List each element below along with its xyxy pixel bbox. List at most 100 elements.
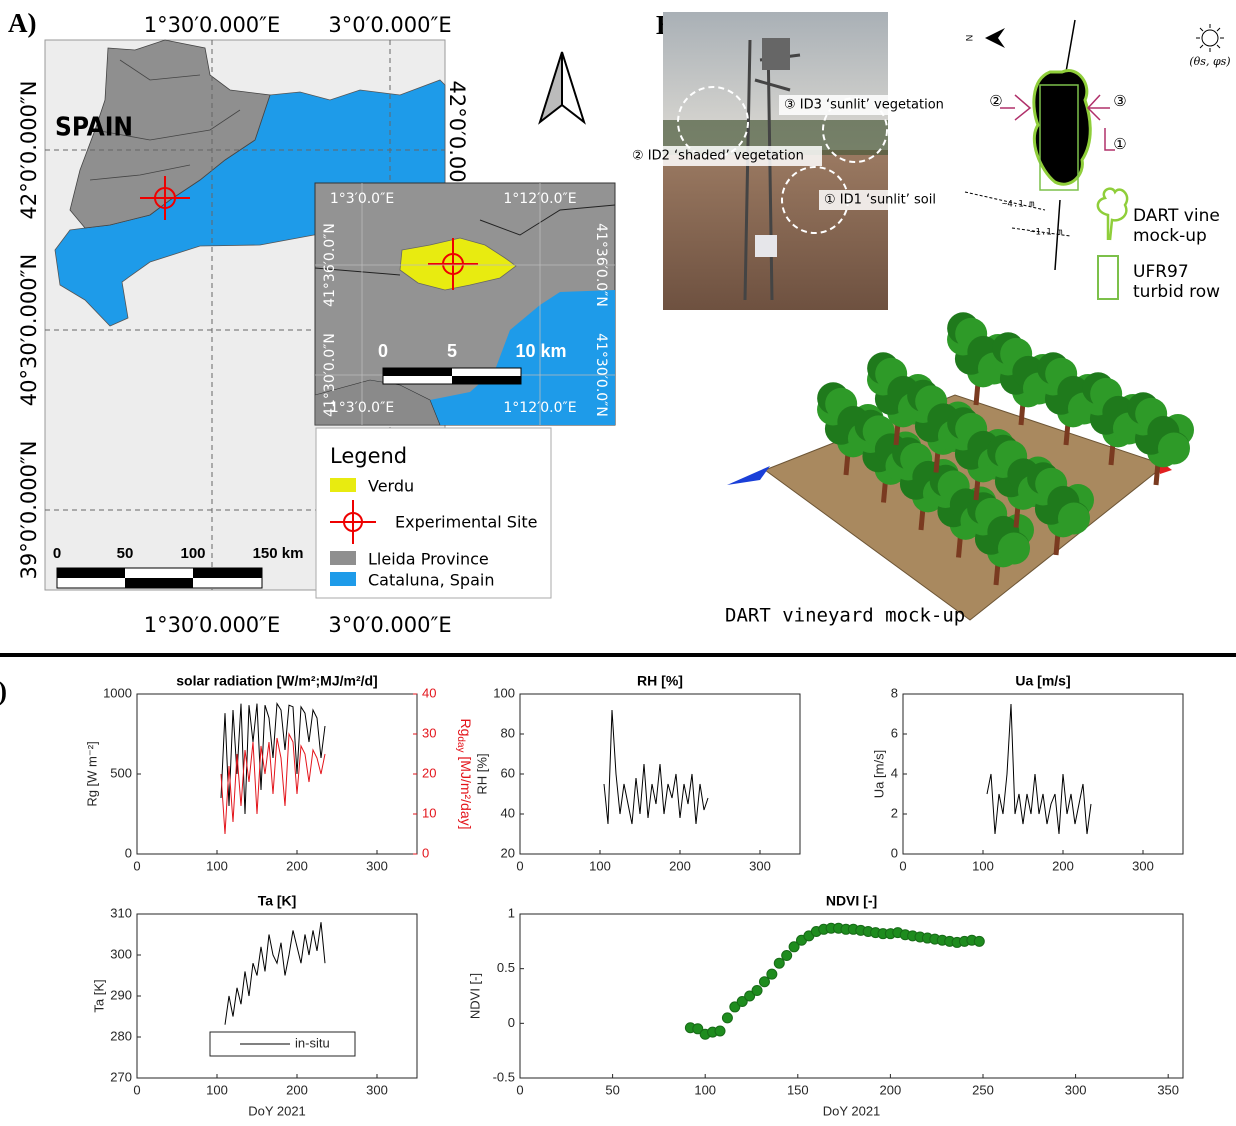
data-point	[744, 990, 756, 1002]
plot-area	[136, 693, 418, 855]
lat-label: 39°0′0.000″N	[17, 440, 41, 579]
scale-label: 0	[53, 545, 61, 562]
plot-area	[519, 693, 801, 855]
y-tick-label: 290	[110, 987, 132, 1002]
panel-divider	[0, 653, 1236, 657]
photo-soil	[663, 150, 888, 310]
data-point	[736, 995, 748, 1007]
inset-scale-label: 10 km	[515, 341, 566, 361]
y2-label-main: Rg	[458, 718, 474, 736]
x-tick-label: 100	[206, 1082, 228, 1097]
chart-title: NDVI [-]	[826, 893, 877, 909]
y-tick-label: 300	[110, 946, 132, 961]
x-tick-label: 150	[787, 1082, 809, 1097]
inset-cataluna	[360, 290, 615, 425]
scale-label: 100	[180, 545, 205, 562]
x-tick-label: 300	[1065, 1082, 1087, 1097]
data-point	[788, 941, 800, 953]
x-tick-label: 300	[366, 1082, 388, 1097]
x-tick-label: 300	[749, 858, 771, 873]
lon-label: 1°30′0.000″E	[144, 613, 281, 637]
data-point	[973, 935, 985, 947]
y2-tick-label: 0	[422, 845, 429, 860]
panel-label: A)	[8, 8, 37, 38]
dimension-label: ~4.1 m	[1002, 200, 1035, 210]
north-arrow	[985, 28, 1005, 48]
x-tick-label: 0	[133, 1082, 140, 1097]
y-tick-label: 0	[891, 845, 898, 860]
y-tick-label: 1000	[103, 685, 132, 700]
data-point	[721, 1012, 733, 1024]
dimension-lines	[964, 191, 1071, 237]
photo-label: ③ ID3 ‘sunlit’ vegetation	[784, 98, 944, 113]
scale-label: 150 km	[253, 545, 304, 562]
data-line	[224, 922, 326, 1025]
x-tick-label: 100	[972, 858, 994, 873]
x-tick-label: 300	[1132, 858, 1154, 873]
scale-bar-segment	[193, 568, 262, 578]
y-axis-label: Ta [K]	[91, 979, 106, 1012]
inset-grid	[315, 183, 615, 425]
north-arrow	[538, 51, 563, 125]
vine-foliage	[997, 532, 1030, 565]
data-line	[220, 702, 326, 815]
inset-lon-label: 1°3′0.0″E	[330, 191, 394, 207]
y-tick-label: 60	[501, 765, 515, 780]
legend-title: Legend	[330, 444, 407, 468]
scale-bar-segment	[125, 578, 193, 588]
inset-lat-label: 41°36′0.0″N	[322, 223, 338, 307]
y-tick-label: 0.5	[497, 960, 515, 975]
y2-tick-label: 20	[422, 765, 436, 780]
inset-scale-segment	[452, 376, 521, 384]
inset-lon-label: 1°3′0.0″E	[330, 400, 394, 416]
y-tick-label: 280	[110, 1028, 132, 1043]
x-tick-label: 200	[286, 858, 308, 873]
y-tick-label: 100	[493, 685, 515, 700]
photo-label: ① ID1 ‘sunlit’ soil	[824, 193, 936, 208]
legend-swatch	[330, 478, 356, 492]
legend-swatch	[330, 551, 356, 565]
map-scale-bar	[56, 567, 263, 589]
inset-scale-segment	[383, 368, 452, 376]
y-tick-label: 1	[508, 905, 515, 920]
x-tick-label: 0	[899, 858, 906, 873]
inset-lat-label: 41°30′0.0″N	[593, 333, 609, 417]
legend-label: Lleida Province	[368, 550, 489, 569]
photo-label: ② ID2 ‘shaded’ vegetation	[632, 149, 804, 164]
scale-bar-segment	[57, 568, 125, 578]
diagram-legend-label: DART vine	[1133, 206, 1220, 226]
dimension-label: ~1.1 m	[1030, 228, 1063, 238]
legend-label: Cataluna, Spain	[368, 571, 494, 590]
chart-title: RH [%]	[637, 673, 683, 689]
x-tick-label: 0	[516, 858, 523, 873]
north-label: N	[964, 35, 974, 42]
y-tick-label: 40	[501, 805, 515, 820]
inset-scale-label: 0	[378, 341, 388, 361]
inset-lon-label: 1°12′0.0″E	[503, 191, 576, 207]
x-tick-label: 350	[1157, 1082, 1179, 1097]
sensor-symbols	[1000, 94, 1115, 151]
chart-title: Ua [m/s]	[1015, 673, 1070, 689]
sun-rays	[1196, 24, 1224, 52]
plot-area	[519, 913, 1184, 1079]
y-axis-label: NDVI [-]	[467, 973, 482, 1019]
lon-label: 3°0′0.000″E	[328, 613, 451, 637]
legend-label: Experimental Site	[395, 513, 538, 532]
plot-area	[902, 693, 1184, 855]
inset-scale-label: 5	[447, 341, 457, 361]
data-line	[220, 732, 326, 835]
inset-lon-label: 1°12′0.0″E	[503, 400, 576, 416]
x-tick-label: 50	[605, 1082, 619, 1097]
legend-swatch	[330, 572, 356, 586]
photo-label-bg	[779, 95, 957, 115]
sensor-marker: ②	[989, 93, 1002, 110]
turbid-row	[1039, 84, 1079, 191]
x-tick-label: 250	[972, 1082, 994, 1097]
y-tick-label: 270	[110, 1069, 132, 1084]
inset-lat-label: 41°36′0.0″N	[593, 223, 609, 307]
y-tick-label: 500	[110, 765, 132, 780]
vine-crown	[1032, 69, 1092, 186]
data-point	[773, 957, 785, 969]
scene-axis-arrow	[727, 466, 770, 485]
